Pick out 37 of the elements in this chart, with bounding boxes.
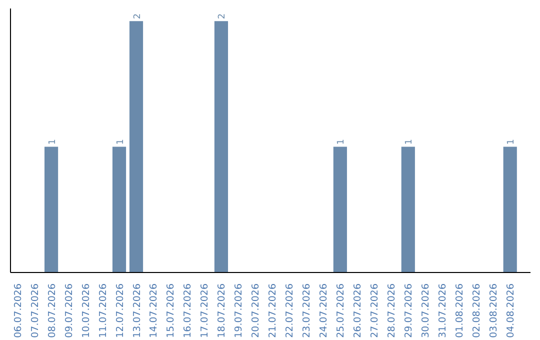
x-tick-label: 04.08.2026 [506, 283, 517, 338]
x-tick-label: 21.07.2026 [268, 283, 279, 338]
data-label: 2 [132, 13, 143, 20]
x-tick-label: 24.07.2026 [318, 283, 330, 338]
data-label: 1 [48, 139, 58, 145]
x-tick-label: 22.07.2026 [284, 283, 296, 338]
x-tick-label: 09.07.2026 [64, 283, 75, 338]
x-tick-label: 16.07.2026 [182, 283, 194, 338]
x-tick-label: 29.07.2026 [404, 283, 415, 338]
x-tick-label: 08.07.2026 [46, 283, 58, 338]
x-tick-label: 12.07.2026 [114, 283, 126, 338]
x-tick-label: 02.08.2026 [472, 283, 483, 338]
x-tick-label: 18.07.2026 [216, 283, 228, 338]
x-tick-label: 23.07.2026 [302, 283, 313, 338]
data-label: 1 [404, 139, 415, 145]
x-tick-label: 30.07.2026 [420, 283, 432, 338]
x-tick-label: 25.07.2026 [336, 283, 347, 338]
x-tick-label: 26.07.2026 [352, 283, 364, 338]
x-tick-label: 27.07.2026 [370, 283, 381, 338]
data-label: 2 [218, 13, 228, 20]
x-tick-label: 01.08.2026 [454, 283, 466, 338]
x-tick-label: 03.08.2026 [488, 283, 500, 338]
x-tick-label: 13.07.2026 [132, 283, 143, 338]
x-tick-label: 28.07.2026 [386, 283, 398, 338]
data-label: 1 [506, 139, 517, 145]
x-tick-label: 10.07.2026 [80, 283, 92, 338]
x-tick-label: 20.07.2026 [250, 283, 262, 338]
x-tick-label: 06.07.2026 [12, 283, 24, 338]
x-tick-label: 14.07.2026 [148, 283, 160, 338]
x-tick-label: 07.07.2026 [30, 283, 41, 338]
x-tick-label: 19.07.2026 [234, 283, 245, 338]
x-tick-label: 11.07.2026 [98, 283, 109, 338]
x-tick-label: 31.07.2026 [438, 283, 449, 338]
x-tick-label: 17.07.2026 [200, 283, 211, 338]
data-label: 1 [116, 139, 126, 145]
data-label: 1 [336, 139, 347, 145]
x-tick-label: 15.07.2026 [166, 283, 177, 338]
